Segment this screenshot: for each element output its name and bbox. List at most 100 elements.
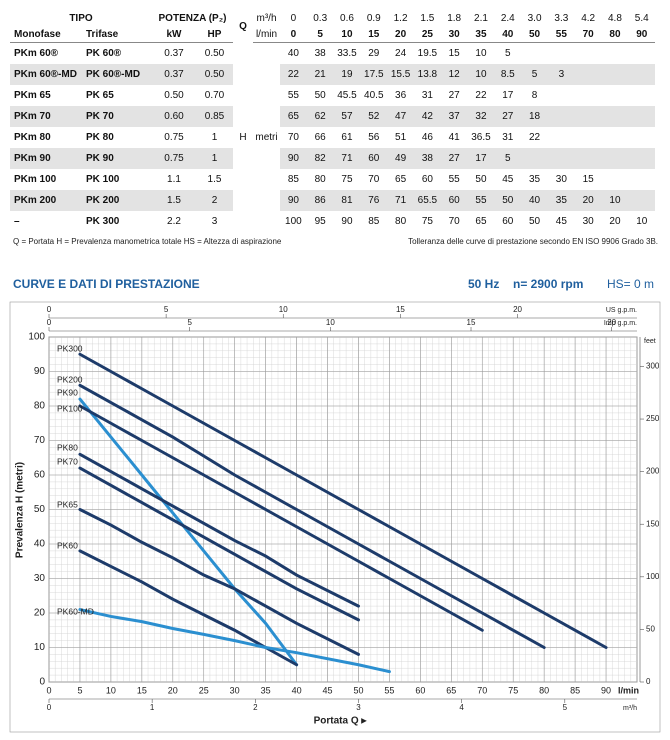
power-kw: 0.37 xyxy=(152,64,196,85)
head-value: 10 xyxy=(601,190,629,211)
head-value: 21 xyxy=(306,64,334,85)
head-value: 18 xyxy=(521,106,548,127)
table-row: – PK 300 2.2 3 100 95 90 85 80 75 70 65 60 50 45 30 20 10 xyxy=(10,211,655,232)
table-row: PKm 100 PK 100 1.1 1.5 85 80 75 70 65 60 55 50 45 35 3… xyxy=(10,169,655,190)
model-three: PK 60® xyxy=(86,48,122,59)
model-three: PK 200 xyxy=(82,190,152,211)
power-hp: 1.5 xyxy=(207,174,222,185)
power-kw: 0.50 xyxy=(164,90,184,101)
curve-label: PK100 xyxy=(57,403,83,413)
head-value: 17 xyxy=(502,90,514,101)
pump-curve xyxy=(78,397,299,667)
head-value: 15 xyxy=(448,48,460,59)
head-value: 22 xyxy=(529,132,541,143)
chart-frame xyxy=(9,301,661,733)
header-cell: l/min xyxy=(253,26,280,43)
head-value: 27 xyxy=(494,106,522,127)
head-value: 27 xyxy=(440,148,468,169)
curve-label: PK60 xyxy=(57,540,78,550)
head-value: 76 xyxy=(360,190,388,211)
pump-curve xyxy=(78,466,360,622)
header-cell: 1.8 xyxy=(447,12,462,24)
axis-unit: US g.p.m. xyxy=(606,307,637,314)
head-value: 15.5 xyxy=(387,64,414,85)
table-row: PKm 200 PK 200 1.5 2 90 86 81 76 71 65.5 60 55 50 40 3… xyxy=(10,190,656,211)
model-single: – xyxy=(14,216,20,227)
head-value: 12 xyxy=(440,64,468,85)
head-value: 41 xyxy=(448,132,460,143)
empty-cell xyxy=(601,148,629,169)
header-cell: Monofase xyxy=(10,26,82,43)
empty-cell xyxy=(521,148,548,169)
head-value: 35 xyxy=(547,190,575,211)
header-cell: 2.4 xyxy=(500,12,515,24)
head-value: 5 xyxy=(504,48,511,59)
x-tick-label: 75 xyxy=(508,685,518,695)
head-value: 31 xyxy=(502,132,514,143)
model-three: PK 70 xyxy=(82,106,152,127)
model-single: PKm 80 xyxy=(14,132,51,143)
x-tick-label: 15 xyxy=(137,685,147,695)
head-value: 55 xyxy=(467,190,495,211)
curve-label: PK80 xyxy=(57,442,78,452)
head-value: 10 xyxy=(467,64,495,85)
header-cell: 10 xyxy=(333,26,361,43)
table-row: PKm 80 PK 80 0.75 1 70 66 61 56 51 46 41 36.5 31 22 xyxy=(10,127,655,148)
head-value: 90 xyxy=(280,148,307,169)
tick-label: 4 xyxy=(459,703,464,712)
head-value: 71 xyxy=(387,190,414,211)
empty-cell xyxy=(601,106,629,127)
x-tick-label: 40 xyxy=(292,685,302,695)
pump-curve xyxy=(78,352,608,649)
header-cell: kW xyxy=(152,26,196,43)
table-row: PKm 60®-MD PK 60®-MD 0.37 0.50 22 21 19 17.5 15.… xyxy=(10,64,656,85)
x-tick-label: 90 xyxy=(601,685,611,695)
head-value: 75 xyxy=(341,174,353,185)
head-value: 40 xyxy=(521,190,548,211)
header-cell: HP xyxy=(196,26,233,43)
x-unit: l/min xyxy=(618,685,639,695)
power-hp: 0.50 xyxy=(196,64,233,85)
head-value: 29 xyxy=(368,48,380,59)
head-value: 46 xyxy=(421,132,433,143)
head-value: 20 xyxy=(574,190,602,211)
head-value: 61 xyxy=(341,132,353,143)
head-value: 85 xyxy=(368,216,380,227)
power-kw: 2.2 xyxy=(167,216,181,227)
tick-label: 0 xyxy=(646,677,651,686)
head-value: 3 xyxy=(547,64,575,85)
x-tick-label: 60 xyxy=(415,685,425,695)
head-value: 19 xyxy=(333,64,361,85)
table-row: PKm 65 PK 65 0.50 0.70 55 50 45.5 40.5 36 31 27 22 1… xyxy=(10,85,655,106)
head-value: 5 xyxy=(494,148,522,169)
head-value: 81 xyxy=(333,190,361,211)
suction: HS= 0 m xyxy=(607,277,654,291)
head-value: 32 xyxy=(467,106,495,127)
x-tick-label: 0 xyxy=(46,685,51,695)
head-value: 35 xyxy=(529,174,541,185)
model-single: PKm 100 xyxy=(14,174,57,185)
speed: n= 2900 rpm xyxy=(513,277,583,291)
power-kw: 1.5 xyxy=(152,190,196,211)
power-kw: 0.60 xyxy=(152,106,196,127)
x-axis-label: Portata Q ▸ xyxy=(314,716,368,727)
x-tick-label: 20 xyxy=(168,685,178,695)
head-value: 42 xyxy=(413,106,441,127)
axis-unit: Imp g.p.m. xyxy=(604,320,637,327)
head-value: 90 xyxy=(280,190,307,211)
curve-label: PK300 xyxy=(57,343,83,353)
head-value: 100 xyxy=(285,216,302,227)
x-tick-label: 70 xyxy=(477,685,487,695)
y-tick-label: 80 xyxy=(34,401,46,412)
tick-label: 10 xyxy=(279,305,288,314)
head-unit: metri xyxy=(253,42,280,232)
table-row: Monofase Trifase kW HP l/min 0 5 10 15 20 25 30 35 40… xyxy=(10,26,656,43)
x-tick-label: 5 xyxy=(77,685,82,695)
tick-label: 15 xyxy=(396,305,405,314)
header-cell: 1.5 xyxy=(420,12,435,24)
curve-label: PK90 xyxy=(57,387,78,397)
head-value: 55 xyxy=(287,90,299,101)
power-kw: 0.75 xyxy=(164,132,184,143)
